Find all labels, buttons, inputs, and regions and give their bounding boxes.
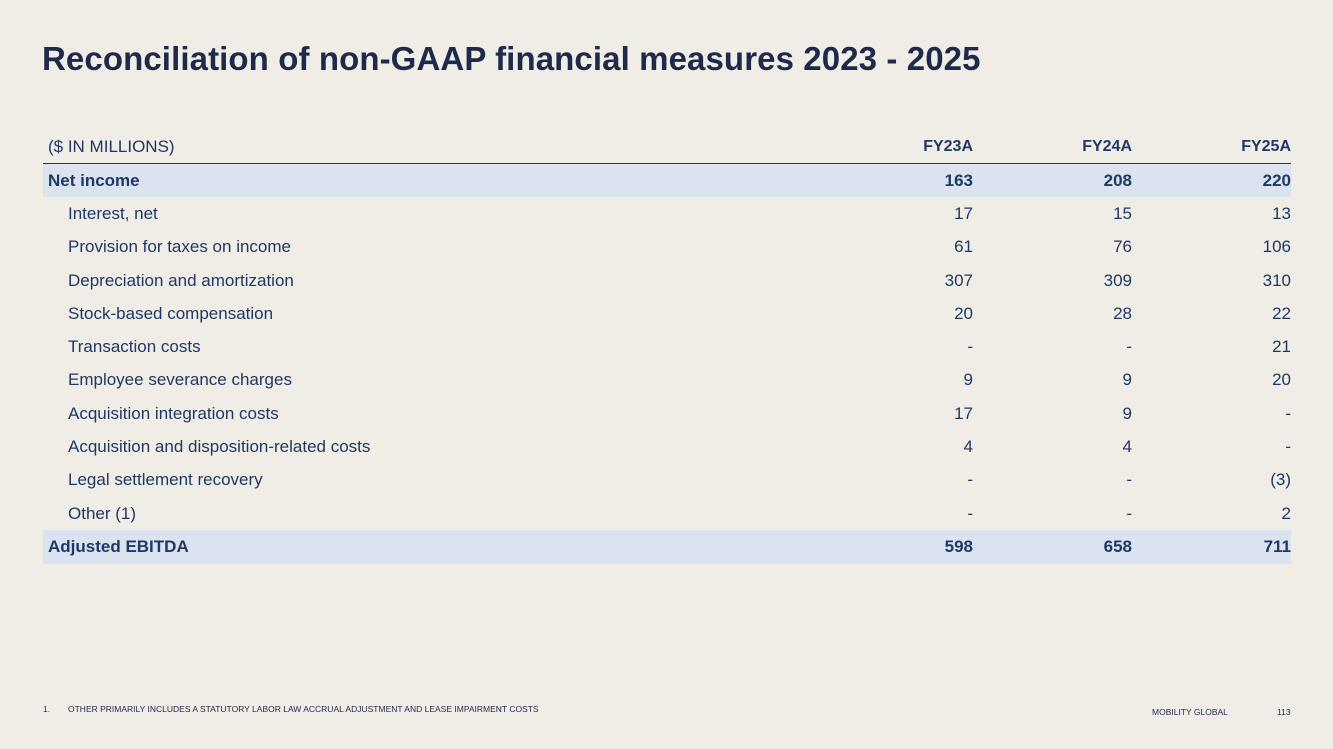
row-value-fy25a: 711 bbox=[1263, 536, 1291, 556]
row-value-fy25a: - bbox=[1285, 403, 1291, 423]
reconciliation-table: ($ IN MILLIONS) FY23A FY24A FY25A Net in… bbox=[43, 130, 1291, 564]
table-row: Depreciation and amortization 307 309 310 bbox=[43, 264, 1291, 297]
table-total-row: Adjusted EBITDA 598 658 711 bbox=[43, 530, 1291, 564]
row-label: Interest, net bbox=[68, 203, 158, 223]
row-value-fy23a: 598 bbox=[944, 536, 973, 556]
table-row: Legal settlement recovery - - (3) bbox=[43, 464, 1291, 497]
row-label: Other (1) bbox=[68, 503, 137, 523]
table-row: Acquisition integration costs 17 9 - bbox=[43, 397, 1291, 430]
table-row: Interest, net 17 15 13 bbox=[43, 197, 1291, 230]
row-value-fy23a: 61 bbox=[954, 237, 973, 257]
row-value-fy25a: - bbox=[1285, 437, 1291, 457]
table-row: Other (1) - - 2 bbox=[43, 497, 1291, 530]
row-value-fy25a: 2 bbox=[1281, 503, 1291, 523]
row-label: Acquisition integration costs bbox=[68, 403, 279, 423]
row-value-fy24a: 4 bbox=[1122, 437, 1132, 457]
row-label: Net income bbox=[48, 170, 140, 190]
table-row: Employee severance charges 9 9 20 bbox=[43, 364, 1291, 397]
row-value-fy23a: 17 bbox=[954, 403, 973, 423]
row-label: Employee severance charges bbox=[68, 370, 292, 390]
row-value-fy24a: 76 bbox=[1113, 237, 1132, 257]
table-row: Transaction costs - - 21 bbox=[43, 330, 1291, 363]
row-value-fy25a: 310 bbox=[1262, 270, 1291, 290]
unit-label: ($ IN MILLIONS) bbox=[48, 136, 175, 156]
row-value-fy24a: - bbox=[1126, 337, 1132, 357]
table-row: Provision for taxes on income 61 76 106 bbox=[43, 231, 1291, 264]
row-value-fy24a: 309 bbox=[1103, 270, 1132, 290]
footnote-text: OTHER PRIMARILY INCLUDES A STATUTORY LAB… bbox=[68, 704, 539, 714]
table-row: Acquisition and disposition-related cost… bbox=[43, 430, 1291, 463]
row-value-fy23a: - bbox=[967, 337, 973, 357]
column-header-fy25a: FY25A bbox=[1241, 137, 1291, 155]
row-value-fy24a: - bbox=[1126, 470, 1132, 490]
row-value-fy25a: 106 bbox=[1262, 237, 1291, 257]
row-label: Provision for taxes on income bbox=[68, 237, 291, 257]
row-value-fy24a: 208 bbox=[1103, 170, 1132, 190]
row-value-fy23a: 17 bbox=[954, 203, 973, 223]
footer-brand: MOBILITY GLOBAL bbox=[1152, 707, 1228, 717]
row-value-fy24a: 15 bbox=[1113, 203, 1132, 223]
row-value-fy23a: 20 bbox=[954, 303, 973, 323]
row-value-fy25a: 20 bbox=[1272, 370, 1291, 390]
row-value-fy25a: 220 bbox=[1262, 170, 1291, 190]
row-value-fy23a: 9 bbox=[963, 370, 973, 390]
row-value-fy24a: 9 bbox=[1122, 403, 1132, 423]
row-value-fy23a: 163 bbox=[944, 170, 973, 190]
table-header-row: ($ IN MILLIONS) FY23A FY24A FY25A bbox=[43, 130, 1291, 164]
row-label: Adjusted EBITDA bbox=[48, 536, 189, 556]
row-value-fy23a: - bbox=[967, 470, 973, 490]
row-label: Acquisition and disposition-related cost… bbox=[68, 437, 371, 457]
row-value-fy24a: 658 bbox=[1103, 536, 1132, 556]
row-value-fy23a: - bbox=[967, 503, 973, 523]
footnote-number: 1. bbox=[43, 704, 51, 714]
row-value-fy25a: 21 bbox=[1272, 337, 1291, 357]
table-row: Stock-based compensation 20 28 22 bbox=[43, 297, 1291, 330]
row-label: Depreciation and amortization bbox=[68, 270, 294, 290]
row-label: Legal settlement recovery bbox=[68, 470, 263, 490]
row-value-fy24a: 28 bbox=[1113, 303, 1132, 323]
table-body: Net income 163 208 220 Interest, net 17 15 13 Pr… bbox=[43, 164, 1291, 564]
row-value-fy24a: 9 bbox=[1122, 370, 1132, 390]
row-value-fy23a: 307 bbox=[944, 270, 973, 290]
page-number: 113 bbox=[1277, 707, 1291, 717]
column-header-fy24a: FY24A bbox=[1082, 137, 1132, 155]
row-value-fy25a: 13 bbox=[1272, 203, 1291, 223]
row-value-fy25a: 22 bbox=[1272, 303, 1291, 323]
row-value-fy23a: 4 bbox=[963, 437, 973, 457]
row-label: Transaction costs bbox=[68, 337, 201, 357]
table-total-row: Net income 163 208 220 bbox=[43, 164, 1291, 198]
row-value-fy24a: - bbox=[1126, 503, 1132, 523]
column-header-fy23a: FY23A bbox=[923, 137, 973, 155]
row-value-fy25a: (3) bbox=[1270, 470, 1291, 490]
footnote: 1. OTHER PRIMARILY INCLUDES A STATUTORY L… bbox=[43, 704, 539, 714]
row-label: Stock-based compensation bbox=[68, 303, 274, 323]
page-title: Reconciliation of non-GAAP financial mea… bbox=[42, 40, 981, 77]
